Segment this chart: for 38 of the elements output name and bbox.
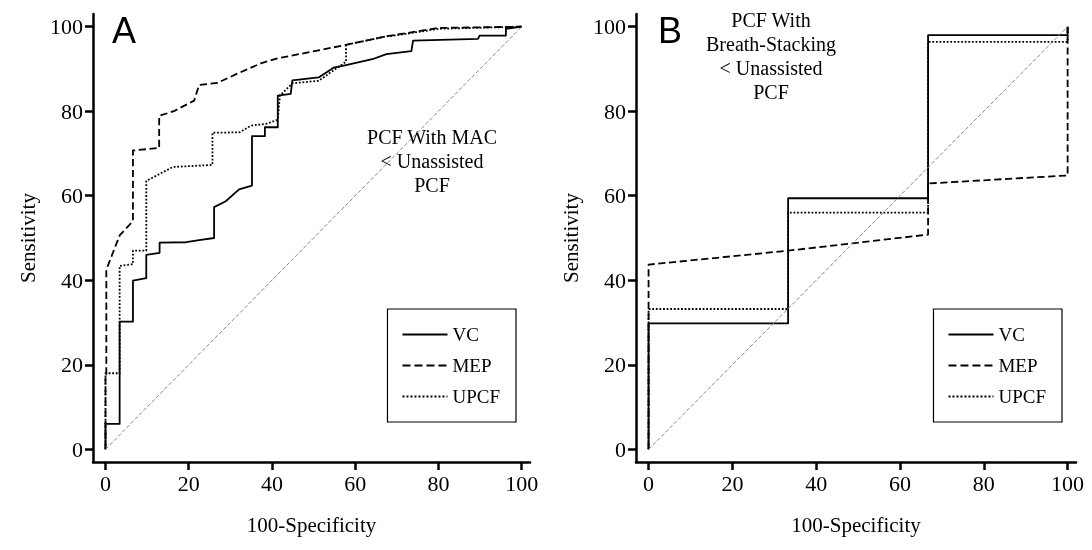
x-tick-label: 0: [99, 470, 111, 496]
x-tick-label: 60: [889, 470, 911, 496]
y-tick-label: 60: [61, 183, 83, 209]
x-tick-label: 20: [177, 470, 200, 496]
y-tick-label: 0: [615, 436, 626, 462]
legend-label: MEP: [452, 355, 492, 376]
y-tick-label: 40: [61, 267, 83, 293]
y-tick-label: 100: [50, 14, 83, 40]
x-axis-title: 100-Specificity: [791, 512, 922, 537]
legend-label: UPCF: [452, 386, 500, 407]
annotation: A: [112, 9, 137, 51]
y-tick-label: 80: [604, 98, 626, 124]
y-tick-label: 60: [604, 183, 626, 209]
legend-label: VC: [452, 324, 479, 345]
x-axis-title: 100-Specificity: [246, 512, 377, 537]
y-tick-label: 40: [604, 267, 626, 293]
y-axis-title: Sensitivity: [15, 192, 40, 283]
y-tick-label: 0: [72, 436, 83, 462]
x-tick-label: 100: [1051, 470, 1085, 496]
x-tick-label: 40: [805, 470, 828, 496]
legend-label: MEP: [998, 355, 1038, 376]
annotation: PCF With MAC < Unassisted PCF: [367, 126, 497, 196]
legend-label: VC: [998, 324, 1025, 345]
annotation: PCF With Breath-Stacking < Unassisted PCF: [706, 9, 836, 103]
y-tick-label: 100: [593, 14, 626, 40]
y-tick-label: 20: [604, 352, 626, 378]
x-tick-label: 80: [972, 470, 995, 496]
x-tick-label: 100: [505, 470, 539, 496]
y-tick-label: 20: [61, 352, 83, 378]
annotation: B: [658, 9, 683, 51]
x-tick-label: 60: [344, 470, 367, 496]
x-tick-label: 20: [721, 470, 744, 496]
x-tick-label: 0: [643, 470, 655, 496]
x-tick-label: 40: [260, 470, 283, 496]
y-tick-label: 80: [61, 98, 83, 124]
y-axis-title: Sensitivity: [558, 192, 583, 283]
x-tick-label: 80: [427, 470, 450, 496]
legend-label: UPCF: [998, 386, 1046, 407]
